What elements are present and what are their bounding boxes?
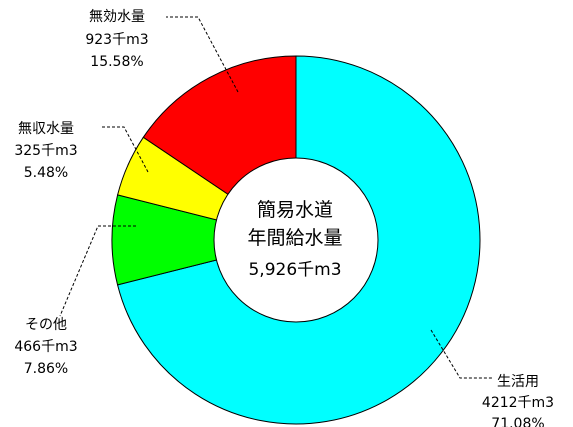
donut-hole <box>213 157 379 323</box>
donut-slice-1 <box>111 194 297 286</box>
slice-name-label-3: 無効水量 <box>89 9 145 25</box>
slice-labels: 生活用 4212千m3 71.08% その他 466千m3 7.86% 無収水量 325千m3… <box>14 9 554 427</box>
slice-value-label-0: 4212千m3 <box>482 395 554 411</box>
slice-value-label-1: 466千m3 <box>14 339 77 355</box>
slice-percent-label-0: 71.08% <box>491 416 544 427</box>
leader-line-3 <box>166 16 239 93</box>
slice-value-label-3: 923千m3 <box>85 32 148 48</box>
slice-name-label-2: 無収水量 <box>18 121 74 137</box>
slice-value-label-2: 325千m3 <box>14 143 77 159</box>
center-title-line-1: 簡易水道 <box>257 199 333 221</box>
slice-name-label-0: 生活用 <box>497 374 539 390</box>
leader-line-1 <box>59 225 136 317</box>
slice-percent-label-1: 7.86% <box>24 361 68 377</box>
leader-line-2 <box>100 126 149 173</box>
leader-lines <box>59 16 492 379</box>
slice-percent-label-2: 5.48% <box>24 165 68 181</box>
slice-percent-label-3: 15.58% <box>90 54 143 70</box>
center-title-line-2: 年間給水量 <box>247 227 342 249</box>
slice-name-label-1: その他 <box>25 317 67 333</box>
leader-line-0 <box>430 329 492 379</box>
center-total-value: 5,926千m3 <box>248 260 341 280</box>
